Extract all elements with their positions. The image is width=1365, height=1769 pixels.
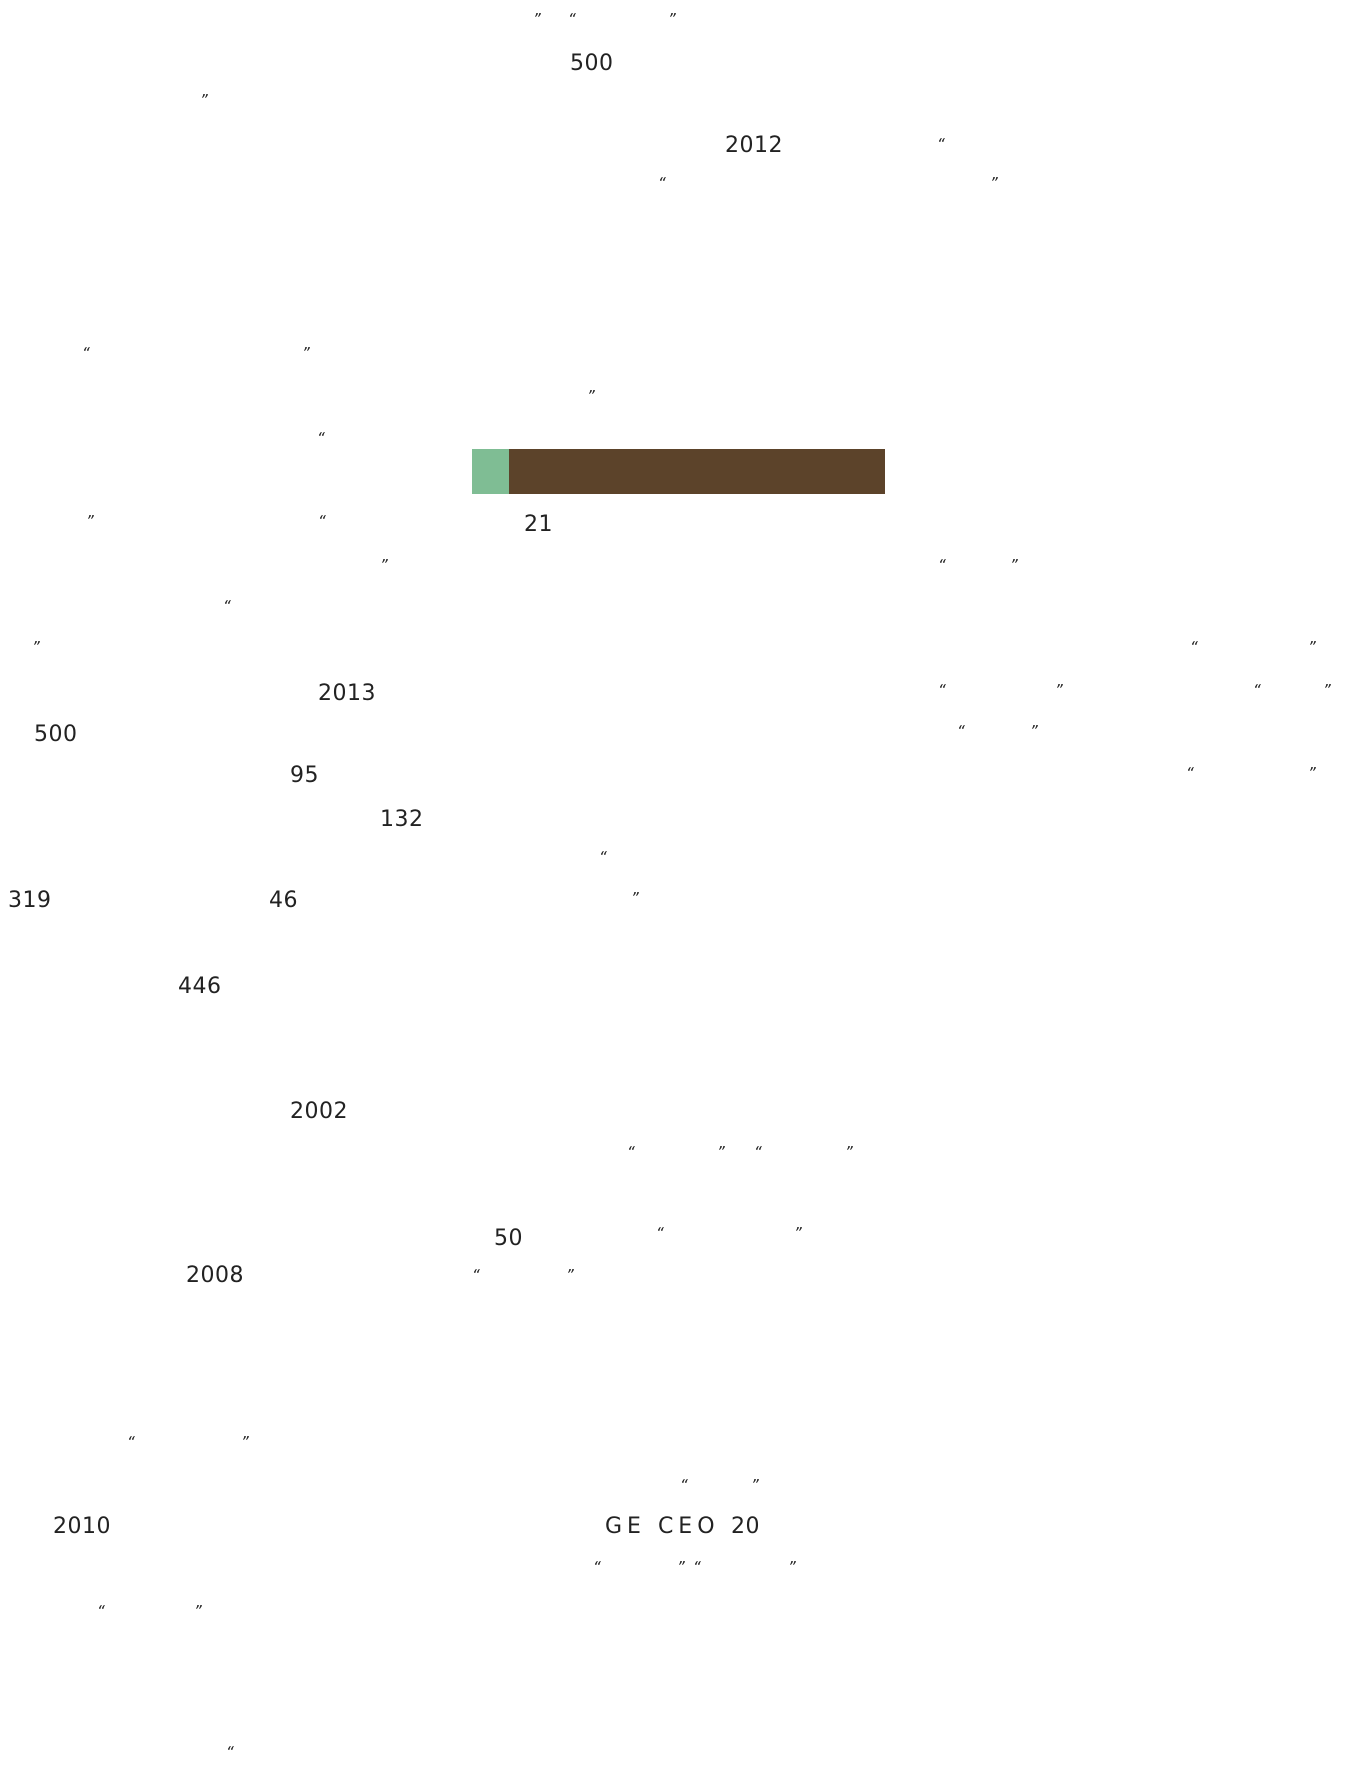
- quote-close: ”: [566, 1266, 574, 1284]
- quote-open: “: [472, 1266, 480, 1284]
- quote-open: “: [658, 174, 666, 192]
- text-20: 20: [731, 1514, 760, 1539]
- text-2012: 2012: [725, 133, 783, 158]
- color-bar: [472, 449, 885, 494]
- color-bar-brown-segment: [509, 449, 885, 494]
- text-319: 319: [8, 888, 52, 913]
- quote-close: ”: [1308, 764, 1316, 782]
- quote-close: ”: [788, 1558, 796, 1576]
- quote-close: ”: [302, 344, 310, 362]
- text-ge-ceo: GE CEO: [605, 1514, 720, 1539]
- quote-open: “: [226, 1743, 234, 1761]
- quote-close: ”: [32, 638, 40, 656]
- text-2013: 2013: [318, 681, 376, 706]
- quote-close: ”: [1010, 556, 1018, 574]
- quote-open: “: [656, 1224, 664, 1242]
- text-46: 46: [269, 888, 298, 913]
- quote-close: ”: [241, 1433, 249, 1451]
- quote-close: ”: [751, 1476, 759, 1494]
- quote-close: ”: [677, 1558, 685, 1576]
- quote-open: “: [627, 1143, 635, 1161]
- quote-open: “: [223, 597, 231, 615]
- text-500-top: 500: [570, 51, 614, 76]
- quote-open: “: [1186, 764, 1194, 782]
- quote-open: “: [754, 1143, 762, 1161]
- quote-open: “: [318, 512, 326, 530]
- quote-open: “: [1253, 681, 1261, 699]
- quote-close: ”: [990, 174, 998, 192]
- quote-close: ”: [1030, 722, 1038, 740]
- quote-open: “: [317, 429, 325, 447]
- quote-close: ”: [794, 1224, 802, 1242]
- quote-open: “: [938, 556, 946, 574]
- text-95: 95: [290, 763, 319, 788]
- text-21: 21: [524, 512, 553, 537]
- quote-close: ”: [1308, 638, 1316, 656]
- quote-open: “: [957, 722, 965, 740]
- quote-close: ”: [1323, 681, 1331, 699]
- text-446: 446: [178, 974, 222, 999]
- quote-open: “: [97, 1602, 105, 1620]
- quote-open: “: [599, 848, 607, 866]
- quote-open: “: [568, 10, 576, 28]
- quote-close: ”: [1055, 681, 1063, 699]
- quote-open: “: [693, 1558, 701, 1576]
- quote-open: “: [937, 135, 945, 153]
- text-2010: 2010: [53, 1514, 111, 1539]
- quote-close: ”: [380, 556, 388, 574]
- quote-open: “: [1190, 638, 1198, 656]
- quote-close: ”: [587, 387, 595, 405]
- quote-open: “: [593, 1558, 601, 1576]
- quote-close: ”: [668, 10, 676, 28]
- quote-open: “: [82, 344, 90, 362]
- quote-close: ”: [631, 889, 639, 907]
- text-50: 50: [494, 1226, 523, 1251]
- color-bar-green-segment: [472, 449, 509, 494]
- quote-close: ”: [194, 1602, 202, 1620]
- quote-close: ”: [533, 10, 541, 28]
- quote-open: “: [127, 1433, 135, 1451]
- quote-open: “: [680, 1476, 688, 1494]
- quote-close: ”: [717, 1143, 725, 1161]
- text-2002: 2002: [290, 1099, 348, 1124]
- quote-close: ”: [200, 91, 208, 109]
- quote-open: “: [938, 681, 946, 699]
- text-500-left: 500: [34, 722, 78, 747]
- text-132: 132: [380, 807, 424, 832]
- quote-close: ”: [86, 512, 94, 530]
- text-2008: 2008: [186, 1263, 244, 1288]
- quote-close: ”: [845, 1143, 853, 1161]
